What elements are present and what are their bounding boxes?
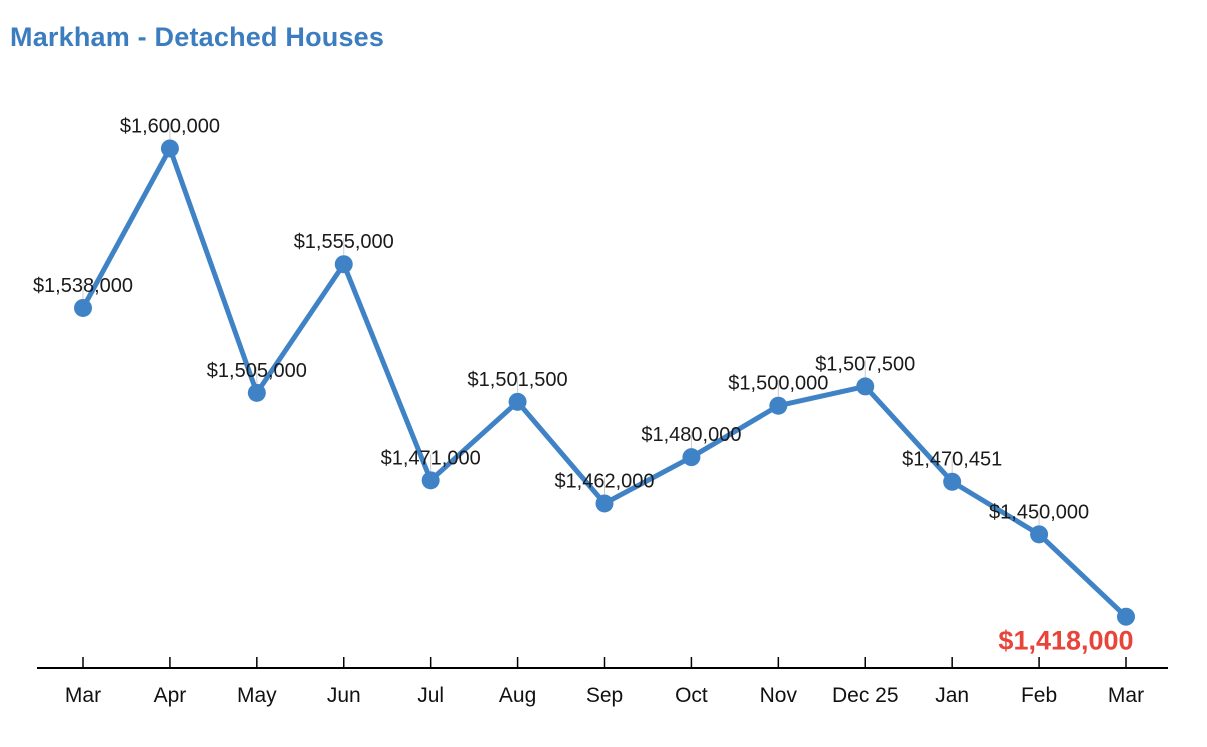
x-axis-label: Mar [1108,684,1144,707]
data-point-marker[interactable] [943,472,962,491]
data-point-label: $1,450,000 [989,501,1089,523]
x-axis-label: Jun [327,684,361,707]
trend-line [80,145,1129,620]
x-axis-label: Jan [935,684,969,707]
data-point-label: $1,501,500 [468,369,568,391]
x-axis-label: Nov [760,684,798,707]
data-point-marker[interactable] [508,392,527,411]
data-point-label: $1,480,000 [641,424,741,446]
data-point-label: $1,538,000 [33,275,133,297]
x-axis-label: Feb [1021,684,1057,707]
x-axis-label: Sep [586,684,623,707]
data-point-label: $1,505,000 [207,360,307,382]
data-point-label: $1,507,500 [815,353,915,375]
data-point-marker[interactable] [160,139,179,158]
data-point-label: $1,462,000 [554,470,654,492]
data-point-marker[interactable] [334,255,353,274]
chart-title: Markham - Detached Houses [10,22,385,52]
x-axis-label: Dec 25 [832,684,899,707]
data-point-marker[interactable] [595,494,614,513]
data-point-label: $1,600,000 [120,115,220,137]
x-axis-label: Mar [65,684,101,707]
data-point-marker[interactable] [1030,525,1049,544]
data-point-marker[interactable] [769,396,788,415]
data-point-marker[interactable] [1117,607,1135,626]
x-axis-label: May [237,684,277,707]
data-point-label: $1,471,000 [381,447,481,469]
data-point-marker[interactable] [247,383,266,402]
x-axis-label: Apr [154,684,187,707]
data-point-marker[interactable] [856,377,875,396]
data-point-label: $1,555,000 [294,231,394,253]
x-axis-label: Oct [675,684,708,707]
data-point-label: $1,500,000 [728,373,828,395]
highlighted-price-label: $1,418,000 [998,626,1133,656]
data-point-marker[interactable] [682,448,701,467]
data-point-marker[interactable] [74,298,92,317]
data-point-label: $1,470,451 [902,449,1002,471]
data-point-marker[interactable] [421,471,440,490]
x-axis-label: Jul [417,684,444,707]
x-axis-label: Aug [499,684,536,707]
